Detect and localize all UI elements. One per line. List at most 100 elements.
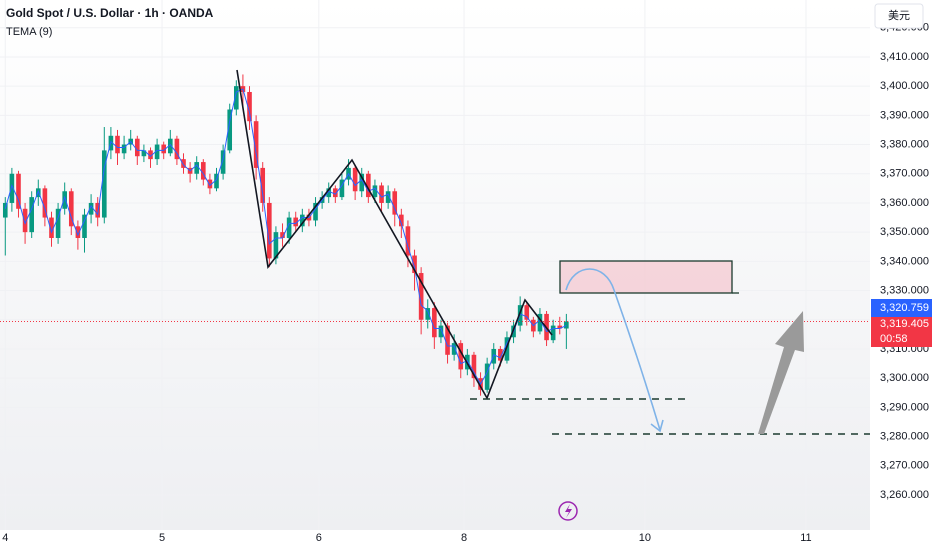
candle-body [412, 255, 417, 274]
candle-body [280, 232, 285, 238]
candle-body [134, 138, 140, 157]
candle-body [352, 167, 358, 192]
y-tick-label: 3,330.000 [880, 284, 929, 296]
candle-body [504, 337, 510, 361]
y-tick-label: 3,290.000 [880, 401, 929, 413]
y-tick-label: 3,370.000 [880, 168, 929, 180]
last-price-label: 3,319.405 [880, 318, 929, 330]
zigzag-drawing [236, 69, 553, 400]
y-tick-label: 3,390.000 [880, 109, 929, 121]
candle-body [524, 305, 530, 320]
candle-body [148, 150, 153, 160]
x-tick-label: 8 [461, 532, 467, 544]
y-tick-label: 3,300.000 [880, 372, 929, 384]
indicator-label: TEMA (9) [6, 26, 52, 38]
y-tick-label: 3,410.000 [880, 51, 929, 63]
candle-body [438, 325, 444, 338]
candle-body [557, 325, 563, 329]
candle-body [432, 308, 437, 338]
candle-body [405, 226, 411, 256]
currency-label[interactable]: 美元 [888, 9, 910, 22]
y-tick-label: 3,270.000 [880, 460, 929, 472]
candle-body [29, 197, 34, 233]
tema-line [4, 88, 567, 386]
candle-body [154, 144, 160, 160]
candle-body [75, 226, 81, 238]
candle-body [550, 325, 556, 341]
candle-body [451, 343, 457, 355]
candle-body [379, 185, 384, 203]
candle-body [200, 162, 206, 180]
candle-body [234, 86, 239, 110]
candle-body [55, 208, 61, 238]
up-arrow [758, 311, 804, 434]
candle-body [484, 363, 490, 390]
candle-body [293, 217, 299, 227]
candle-body [121, 144, 127, 154]
candle-body [253, 121, 259, 168]
projection-arrowhead [650, 419, 664, 433]
candle-body [2, 202, 8, 218]
price-axis [870, 0, 932, 550]
candle-body [273, 232, 279, 259]
candle-body [16, 173, 21, 209]
candle-body [181, 159, 186, 168]
chart-title: Gold Spot / U.S. Dollar · 1h · OANDA [6, 6, 214, 20]
candle-body [141, 150, 147, 157]
candle-body [286, 217, 292, 238]
candle-body [42, 188, 48, 218]
candle-body [101, 150, 107, 218]
candle-body [260, 167, 266, 203]
candle-body [300, 214, 305, 227]
candle-body [366, 173, 371, 198]
candle-body [82, 214, 87, 238]
candle-body [95, 202, 101, 218]
candle-body [359, 173, 365, 192]
candle-body [326, 188, 332, 198]
candle-body [339, 179, 345, 198]
candle-body [385, 191, 391, 203]
candle-body [194, 162, 200, 174]
candle-body [537, 313, 543, 332]
candle-body [62, 191, 67, 209]
y-tick-label: 3,260.000 [880, 489, 929, 501]
candle-body [49, 217, 54, 238]
x-tick-label: 4 [2, 532, 8, 544]
candle-body [458, 343, 464, 370]
event-icon [558, 501, 578, 521]
candle-body [491, 348, 497, 364]
y-tick-label: 3,280.000 [880, 430, 929, 442]
candle-body [115, 135, 120, 154]
x-tick-label: 6 [316, 532, 322, 544]
candle-body [372, 185, 378, 198]
x-tick-label: 11 [800, 532, 811, 544]
candle-body [471, 354, 477, 379]
candle-body [425, 308, 431, 320]
candle-body [498, 348, 503, 361]
candle-body [517, 305, 523, 326]
x-tick-label: 5 [159, 532, 165, 544]
candle-body [392, 191, 398, 215]
candle-body [333, 188, 338, 198]
candle-body [35, 188, 41, 198]
candle-body [167, 138, 173, 154]
candle-body [227, 109, 233, 151]
currency-button[interactable] [874, 3, 924, 29]
event-bolt [565, 504, 572, 518]
candle-body [9, 173, 15, 203]
bid-price-box [871, 299, 932, 317]
candle-body [88, 202, 94, 215]
candle-body [313, 202, 318, 221]
last-price-box [871, 317, 932, 347]
bid-price-label: 3,320.759 [880, 302, 929, 314]
candle-body [214, 173, 219, 189]
candle-body [174, 138, 180, 160]
candle-body [267, 202, 272, 259]
plot-background [0, 0, 870, 530]
candle-body [247, 91, 252, 122]
y-tick-label: 3,340.000 [880, 255, 929, 267]
time-axis [0, 530, 870, 550]
y-tick-label: 3,400.000 [880, 80, 929, 92]
